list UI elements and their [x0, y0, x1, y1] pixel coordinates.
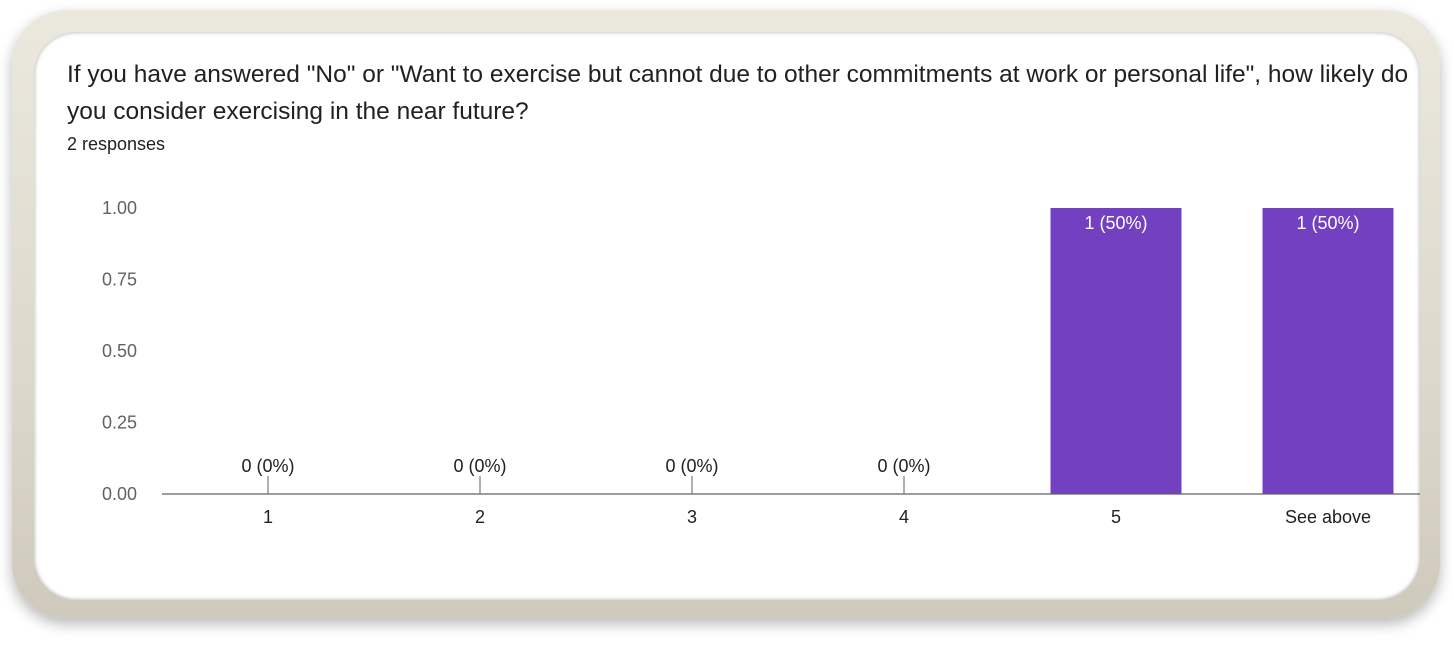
bars [1050, 208, 1394, 494]
y-tick-label: 1.00 [102, 198, 137, 218]
data-labels: 0 (0%) 0 (0%) 0 (0%) 0 (0%) 1 (50%) 1 (50%) [241, 213, 1359, 476]
response-count: 2 responses [67, 134, 166, 154]
question-title: If you have answered "No" or "Want to ex… [67, 61, 1409, 125]
bar[interactable] [1050, 208, 1182, 494]
y-tick-label: 0.75 [102, 270, 137, 290]
category-ticks [267, 476, 905, 494]
data-label: 1 (50%) [1296, 213, 1359, 233]
category-label: 2 [475, 507, 485, 527]
y-tick-label: 0.00 [102, 484, 137, 504]
y-axis-labels: 0.00 0.25 0.50 0.75 1.00 [102, 198, 137, 504]
y-tick-label: 0.50 [102, 341, 137, 361]
category-label: 5 [1111, 507, 1121, 527]
y-tick-label: 0.25 [102, 413, 137, 433]
category-labels: 1 2 3 4 5 See above [263, 507, 1371, 527]
chart-card [34, 32, 1420, 600]
bar[interactable] [1262, 208, 1394, 494]
category-label: See above [1285, 507, 1371, 527]
data-label: 0 (0%) [877, 456, 930, 476]
data-label: 0 (0%) [241, 456, 294, 476]
data-label: 1 (50%) [1084, 213, 1147, 233]
data-label: 0 (0%) [453, 456, 506, 476]
category-label: 4 [899, 507, 909, 527]
chart-frame [12, 10, 1440, 618]
category-label: 1 [263, 507, 273, 527]
data-label: 0 (0%) [665, 456, 718, 476]
category-label: 3 [687, 507, 697, 527]
